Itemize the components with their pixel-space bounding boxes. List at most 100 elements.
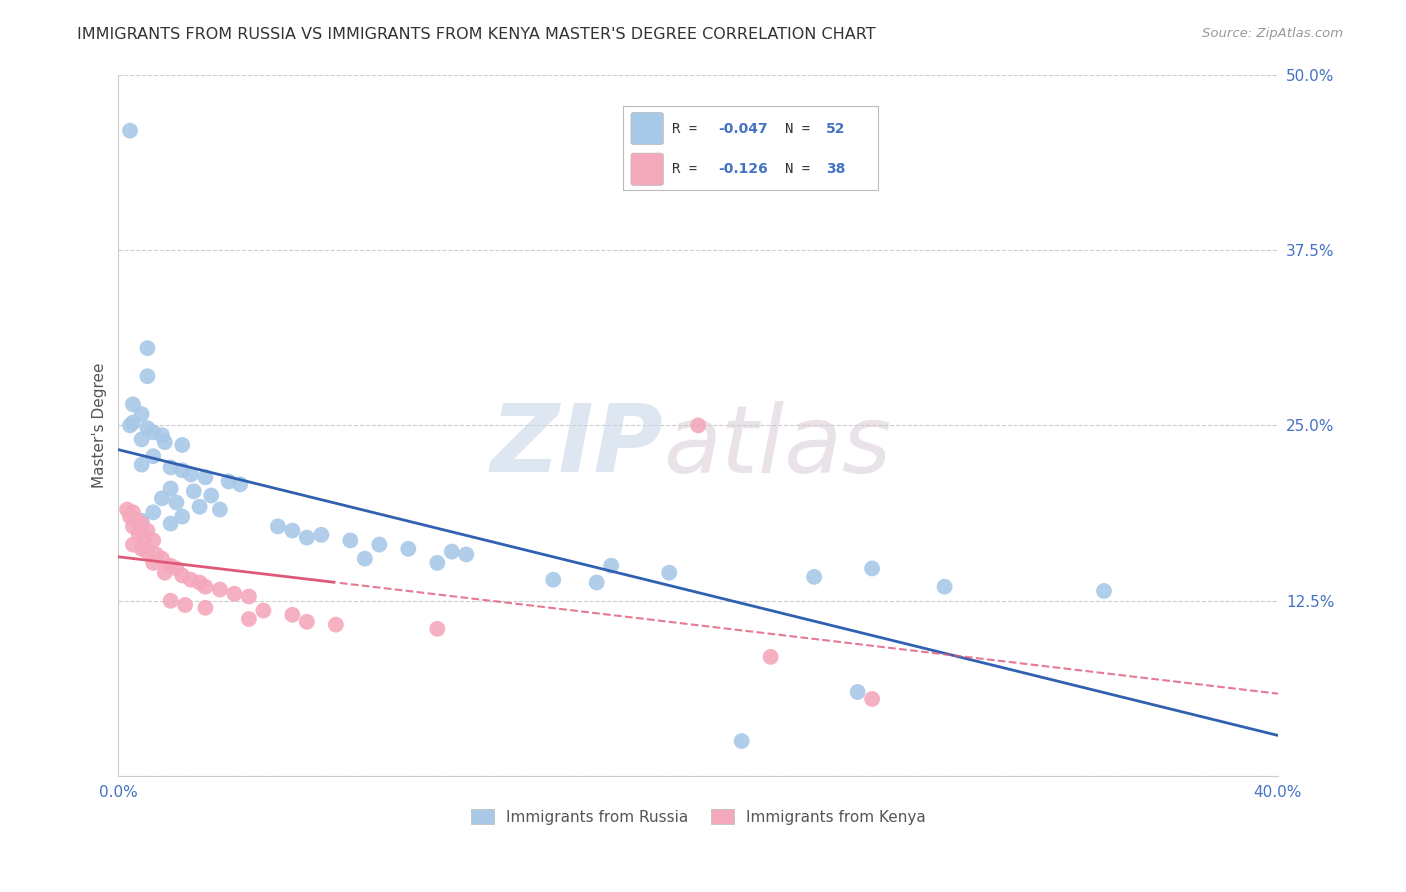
Point — [229, 477, 252, 491]
Point — [311, 528, 333, 542]
Point — [860, 692, 883, 706]
FancyBboxPatch shape — [631, 153, 664, 186]
Point — [281, 524, 304, 538]
Point — [194, 580, 217, 594]
Point — [585, 575, 607, 590]
Point — [224, 587, 246, 601]
Text: Source: ZipAtlas.com: Source: ZipAtlas.com — [1202, 27, 1343, 40]
Point — [142, 449, 165, 463]
Point — [165, 561, 187, 575]
Point — [159, 460, 181, 475]
Point — [115, 502, 138, 516]
Point — [440, 544, 463, 558]
Point — [172, 568, 194, 582]
Point — [122, 397, 145, 411]
Point — [159, 558, 181, 573]
Text: 38: 38 — [825, 162, 845, 177]
Point — [122, 538, 145, 552]
Point — [131, 433, 153, 447]
Point — [128, 526, 150, 541]
Point — [172, 438, 194, 452]
Point — [759, 649, 782, 664]
Point — [194, 470, 217, 484]
Point — [131, 407, 153, 421]
Point — [159, 482, 181, 496]
Text: -0.047: -0.047 — [718, 121, 768, 136]
Point — [174, 598, 197, 612]
Point — [934, 580, 956, 594]
Point — [150, 428, 173, 442]
Point — [238, 612, 260, 626]
Point — [172, 463, 194, 477]
Text: R =: R = — [672, 121, 704, 136]
Point — [172, 509, 194, 524]
Point — [136, 544, 159, 558]
Point — [159, 593, 181, 607]
Point — [426, 622, 449, 636]
Point — [846, 685, 869, 699]
Point — [252, 604, 274, 618]
Point — [142, 533, 165, 548]
Point — [860, 561, 883, 575]
Point — [339, 533, 361, 548]
Point — [153, 566, 176, 580]
Point — [295, 615, 318, 629]
Point — [118, 509, 141, 524]
Point — [180, 573, 202, 587]
Point — [136, 341, 159, 355]
Point — [208, 582, 231, 597]
Point — [1092, 583, 1115, 598]
Point — [238, 590, 260, 604]
Point — [136, 369, 159, 384]
Point — [208, 502, 231, 516]
Point — [267, 519, 290, 533]
Point — [194, 600, 217, 615]
Point — [200, 489, 222, 503]
Point — [295, 531, 318, 545]
FancyBboxPatch shape — [623, 106, 877, 190]
Point — [165, 495, 187, 509]
Point — [145, 548, 167, 562]
Point — [134, 531, 156, 545]
Point — [353, 551, 375, 566]
Point — [183, 484, 205, 499]
Text: R =: R = — [672, 162, 713, 177]
Point — [325, 617, 347, 632]
Point — [131, 516, 153, 531]
Point — [188, 575, 211, 590]
Point — [131, 541, 153, 556]
Point — [368, 538, 391, 552]
Text: ZIP: ZIP — [491, 401, 664, 492]
Legend: Immigrants from Russia, Immigrants from Kenya: Immigrants from Russia, Immigrants from … — [471, 809, 925, 825]
Point — [159, 516, 181, 531]
Point — [118, 418, 141, 433]
Point — [688, 418, 710, 433]
FancyBboxPatch shape — [631, 112, 664, 145]
Point — [150, 551, 173, 566]
Text: N =: N = — [785, 121, 818, 136]
Text: 52: 52 — [825, 121, 845, 136]
Point — [658, 566, 681, 580]
Point — [730, 734, 752, 748]
Point — [541, 573, 564, 587]
Point — [122, 519, 145, 533]
Point — [136, 524, 159, 538]
Point — [600, 558, 623, 573]
Point — [125, 512, 148, 526]
Point — [118, 123, 141, 137]
Point — [122, 505, 145, 519]
Y-axis label: Master's Degree: Master's Degree — [93, 362, 107, 488]
Point — [136, 421, 159, 435]
Point — [131, 514, 153, 528]
Point — [153, 435, 176, 450]
Point — [122, 416, 145, 430]
Text: atlas: atlas — [664, 401, 891, 491]
Point — [426, 556, 449, 570]
Point — [281, 607, 304, 622]
Point — [180, 467, 202, 482]
Point — [803, 570, 825, 584]
Point — [218, 475, 240, 489]
Point — [131, 458, 153, 472]
Point — [456, 548, 478, 562]
Point — [396, 541, 419, 556]
